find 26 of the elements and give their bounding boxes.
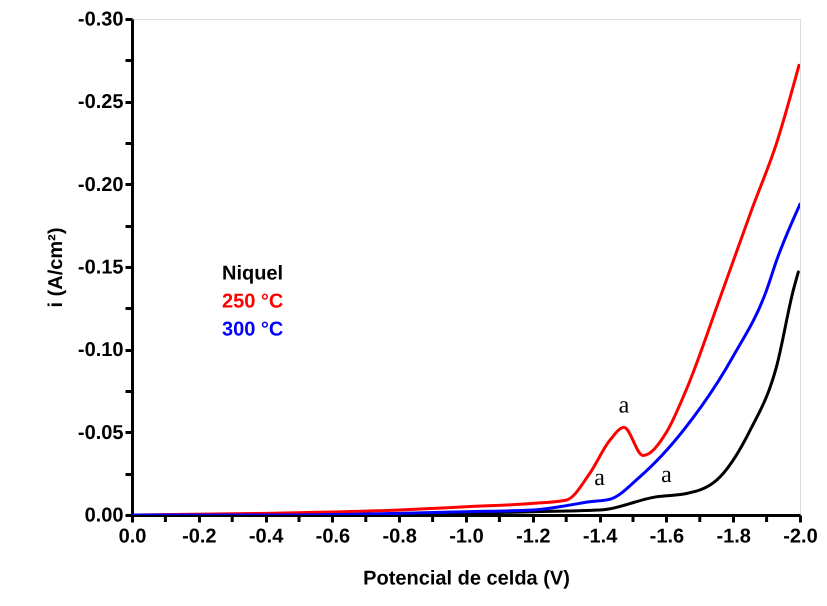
- y-tick-label: -0.20: [78, 174, 124, 196]
- x-tick-label: -0.4: [248, 526, 284, 548]
- text: 300 °C: [222, 318, 284, 341]
- x-tick-label: -1.6: [650, 526, 684, 548]
- text: 250 °C: [222, 290, 284, 313]
- y-axis-title: i (A/cm²): [44, 228, 67, 308]
- y-tick-label: -0.15: [78, 256, 124, 278]
- x-tick-label: -0.8: [382, 526, 417, 548]
- x-tick-label: -0.6: [316, 526, 350, 548]
- annotation: a: [661, 462, 672, 488]
- x-tick-label: -1.2: [516, 526, 551, 548]
- x-tick-label: -1.4: [582, 526, 618, 548]
- x-tick-label: -1.0: [449, 526, 484, 548]
- x-tick-label: -0.2: [182, 526, 217, 548]
- annotation: a: [594, 465, 606, 492]
- annotation: a: [618, 392, 630, 418]
- x-axis-title: Potencial de celda (V): [363, 568, 570, 590]
- y-tick-label: -0.05: [78, 422, 124, 444]
- x-tick-label: -2.0: [783, 526, 818, 548]
- x-tick-label: -1.8: [716, 526, 751, 548]
- y-tick-label: -0.25: [78, 91, 124, 114]
- x-tick-label: 0.0: [118, 526, 146, 548]
- y-tick-label: -0.30: [78, 8, 124, 30]
- y-tick-label: -0.10: [78, 339, 124, 362]
- text: Niquel: [222, 262, 284, 285]
- y-tick-label: 0.00: [84, 504, 124, 526]
